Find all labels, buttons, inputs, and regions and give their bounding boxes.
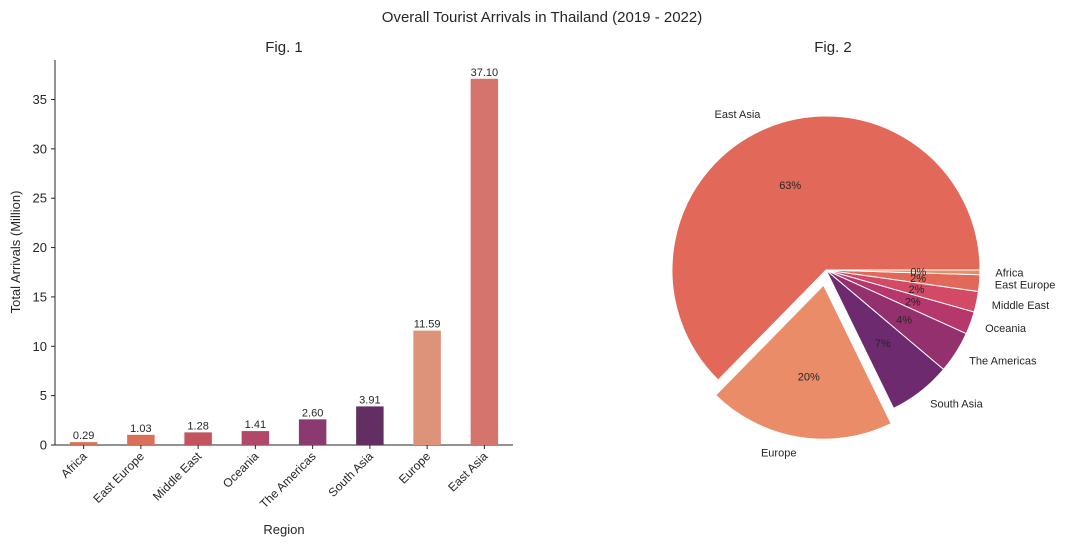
pie-pct-oceania: 2%	[905, 297, 921, 309]
pie-pct-africa: 0%	[910, 266, 926, 278]
bar-chart: Fig. 1 0 5 10 15 20 25 30 35 0.29 1.03 1.28 1.41 2.…	[8, 39, 513, 537]
pie-pct-middle-east: 2%	[908, 284, 924, 296]
bar-x-tick-label-europe: Europe	[396, 449, 433, 486]
pie-pct-the-americas: 4%	[896, 314, 912, 326]
bar-y-tick-label: 15	[33, 289, 47, 304]
bar-data-label-east-asia: 37.10	[471, 67, 499, 79]
bar-data-label-the-americas: 2.60	[302, 407, 323, 419]
pie-slices	[671, 115, 981, 440]
bar-x-tick-label-oceania: Oceania	[220, 449, 262, 491]
pie-label-europe: Europe	[761, 447, 796, 459]
bar-x-tick-label-africa: Africa	[58, 449, 90, 481]
pie-label-east-asia: East Asia	[715, 109, 762, 121]
bar-y-tick-label: 25	[33, 191, 47, 206]
bar-the-americas	[298, 419, 327, 445]
pie-pct-east-europe: 2%	[910, 273, 926, 285]
pie-label-middle-east: Middle East	[992, 300, 1049, 312]
bar-y-tick-label: 5	[40, 388, 47, 403]
bar-data-label-africa: 0.29	[73, 430, 94, 442]
pie-pct-europe: 20%	[798, 371, 820, 383]
pie-label-the-americas: The Americas	[969, 355, 1037, 367]
bar-data-label-europe: 11.59	[414, 319, 441, 331]
pie-chart: Fig. 2 East Asia 63% Europe 20% South Asia 7%…	[671, 39, 1056, 460]
bar-africa	[69, 442, 98, 445]
bar-y-tick-label: 35	[33, 92, 47, 107]
bar-series: 0.29 1.03 1.28 1.41 2.60 3.91 11.59 37.10	[69, 67, 499, 445]
bar-europe	[413, 330, 441, 445]
pie-pct-south-asia: 7%	[875, 338, 891, 350]
bar-south-asia	[356, 406, 384, 445]
bar-data-label-south-asia: 3.91	[359, 394, 380, 406]
bar-data-label-east-europe: 1.03	[130, 423, 151, 435]
bar-middle-east	[184, 432, 212, 445]
bar-east-europe	[127, 434, 155, 445]
pie-slice-africa	[825, 269, 981, 276]
bar-y-tick-label: 30	[33, 141, 47, 156]
bar-x-tick-label-the-americas: The Americas	[257, 449, 319, 511]
bar-data-label-middle-east: 1.28	[187, 420, 208, 432]
pie-pct-east-asia: 63%	[779, 180, 801, 192]
bar-y-axis-label: Total Arrivals (Million)	[8, 191, 23, 314]
bar-y-ticks: 0 5 10 15 20 25 30 35	[33, 92, 55, 453]
pie-label-oceania: Oceania	[985, 323, 1027, 335]
bar-x-axis-label: Region	[263, 522, 304, 537]
bar-y-tick-label: 10	[33, 339, 47, 354]
bar-y-tick-label: 0	[40, 438, 47, 453]
figure-suptitle: Overall Tourist Arrivals in Thailand (20…	[382, 9, 702, 26]
pie-chart-title: Fig. 2	[814, 39, 852, 56]
bar-chart-title: Fig. 1	[265, 39, 303, 56]
pie-slice-europe	[715, 284, 892, 440]
pie-slice-east-asia	[671, 115, 981, 381]
pie-labels: East Asia 63% Europe 20% South Asia 7% The Ame…	[715, 109, 1056, 460]
bar-x-tick-label-middle-east: Middle East	[150, 449, 205, 504]
bar-east-asia	[470, 78, 499, 445]
pie-label-east-europe: East Europe	[995, 279, 1056, 291]
bar-oceania	[241, 431, 270, 445]
bar-data-label-oceania: 1.41	[245, 419, 266, 431]
pie-label-south-asia: South Asia	[930, 399, 983, 411]
bar-x-tick-label-east-asia: East Asia	[445, 449, 491, 495]
bar-x-tick-label-east-europe: East Europe	[90, 449, 147, 506]
pie-label-africa: Africa	[995, 268, 1024, 280]
bar-y-tick-label: 20	[33, 240, 47, 255]
bar-x-tick-label-south-asia: South Asia	[326, 449, 377, 500]
